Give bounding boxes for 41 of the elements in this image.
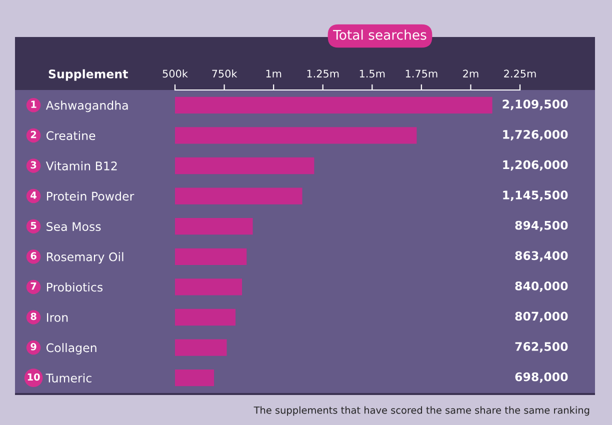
data-label: 698,000 xyxy=(515,372,568,383)
text: 7 xyxy=(30,282,36,290)
x-tick-label: 1m xyxy=(266,70,282,78)
text: 1 xyxy=(31,100,36,108)
x-tick-label: 2m xyxy=(463,70,478,78)
chart-title: Total searches xyxy=(333,30,426,40)
y-tick-label: Iron xyxy=(46,313,68,322)
y-tick-label: Creatine xyxy=(46,130,96,140)
data-label: 840,000 xyxy=(515,281,568,292)
text: The supplements that have scored the same share the same ranking xyxy=(254,406,590,416)
data-label: 1,145,500 xyxy=(503,190,568,201)
y-tick-label: Tumeric xyxy=(46,373,92,383)
text: 4 xyxy=(30,192,36,199)
y-tick-label: Probiotics xyxy=(46,282,103,292)
x-tick-label: 1.5m xyxy=(360,70,385,78)
text: 9 xyxy=(30,343,36,350)
x-tick-label: 2.25m xyxy=(504,70,536,78)
data-label: 807,000 xyxy=(515,312,568,322)
data-label: 1,206,000 xyxy=(503,160,568,171)
y-axis-title: Supplement xyxy=(48,69,128,81)
text: 5 xyxy=(30,222,36,230)
data-label: 762,500 xyxy=(515,342,568,352)
y-tick-label: Collagen xyxy=(46,343,96,354)
text: 3 xyxy=(30,161,36,169)
text: 10 xyxy=(28,373,40,381)
y-tick-label: Rosemary Oil xyxy=(46,252,124,264)
text: 6 xyxy=(30,252,36,260)
y-tick-label: Sea Moss xyxy=(46,222,101,232)
data-label: 2,109,500 xyxy=(502,100,568,110)
x-tick-label: 1.75m xyxy=(406,70,438,78)
data-label: 863,400 xyxy=(515,251,568,262)
data-label: 1,726,000 xyxy=(503,130,568,140)
x-tick-label: 1.25m xyxy=(307,70,339,78)
data-label: 894,500 xyxy=(515,220,568,232)
y-tick-label: Protein Powder xyxy=(46,192,134,201)
text: 8 xyxy=(30,312,36,320)
y-tick-label: Ashwagandha xyxy=(46,100,128,112)
x-tick-label: 750k xyxy=(212,70,238,78)
y-tick-label: Vitamin B12 xyxy=(46,161,117,170)
text: 2 xyxy=(30,130,36,138)
x-tick-label: 500k xyxy=(162,70,188,78)
